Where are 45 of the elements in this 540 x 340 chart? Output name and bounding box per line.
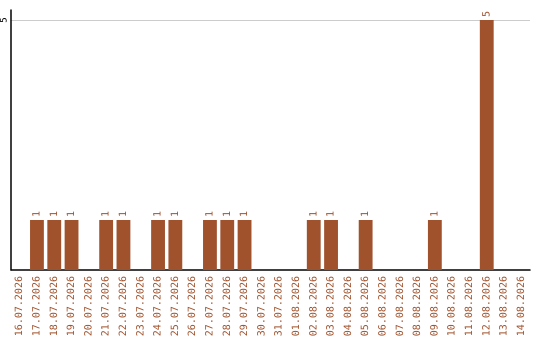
data-label: 1 (239, 210, 250, 217)
x-tick-label: 02.08.2026 (308, 276, 320, 336)
x-tick-label: 05.08.2026 (360, 276, 372, 336)
x-tick-label: 23.07.2026 (135, 276, 146, 336)
data-label: 1 (222, 210, 233, 217)
x-tick-label: 01.08.2026 (290, 276, 302, 336)
x-tick-label: 17.07.2026 (31, 276, 42, 336)
x-tick-label: 24.07.2026 (152, 276, 164, 336)
x-tick-label: 26.07.2026 (187, 276, 198, 336)
x-tick-label: 25.07.2026 (170, 276, 181, 336)
x-tick-label: 16.07.2026 (14, 276, 26, 336)
data-label: 1 (308, 210, 320, 217)
x-tick-label: 11.08.2026 (464, 276, 475, 336)
x-tick-label: 13.08.2026 (498, 276, 510, 336)
x-tick-label: 12.08.2026 (481, 276, 492, 336)
data-label: 1 (152, 210, 164, 217)
x-tick-label: 08.08.2026 (412, 276, 424, 336)
x-tick-label: 10.08.2026 (446, 276, 458, 336)
x-tick-label: 14.08.2026 (516, 276, 527, 336)
data-label: 1 (170, 210, 181, 217)
x-tick-label: 09.08.2026 (429, 276, 440, 336)
x-tick-label: 29.07.2026 (239, 276, 250, 336)
x-tick-label: 06.08.2026 (377, 276, 388, 336)
x-tick-label: 27.07.2026 (204, 276, 216, 336)
x-tick-label: 30.07.2026 (256, 276, 268, 336)
x-tick-label: 19.07.2026 (66, 276, 78, 336)
data-label: 1 (100, 210, 112, 217)
data-label: 1 (118, 210, 129, 217)
x-tick-label: 28.07.2026 (222, 276, 233, 336)
x-tick-label: 21.07.2026 (100, 276, 112, 336)
data-label: 1 (360, 210, 372, 217)
data-label: 1 (326, 210, 337, 217)
data-label: 1 (66, 210, 78, 217)
data-label: 1 (429, 210, 440, 217)
data-label: 1 (204, 210, 216, 217)
x-tick-label: 31.07.2026 (274, 276, 285, 336)
x-tick-label: 22.07.2026 (118, 276, 129, 336)
data-label: 1 (48, 210, 60, 217)
x-tick-label: 03.08.2026 (326, 276, 337, 336)
x-tick-label: 04.08.2026 (342, 276, 354, 336)
data-label: 5 (481, 10, 492, 17)
x-tick-label: 07.08.2026 (394, 276, 406, 336)
data-label: 1 (31, 210, 42, 217)
x-tick-label: 20.07.2026 (83, 276, 94, 336)
x-tick-label: 18.07.2026 (48, 276, 60, 336)
